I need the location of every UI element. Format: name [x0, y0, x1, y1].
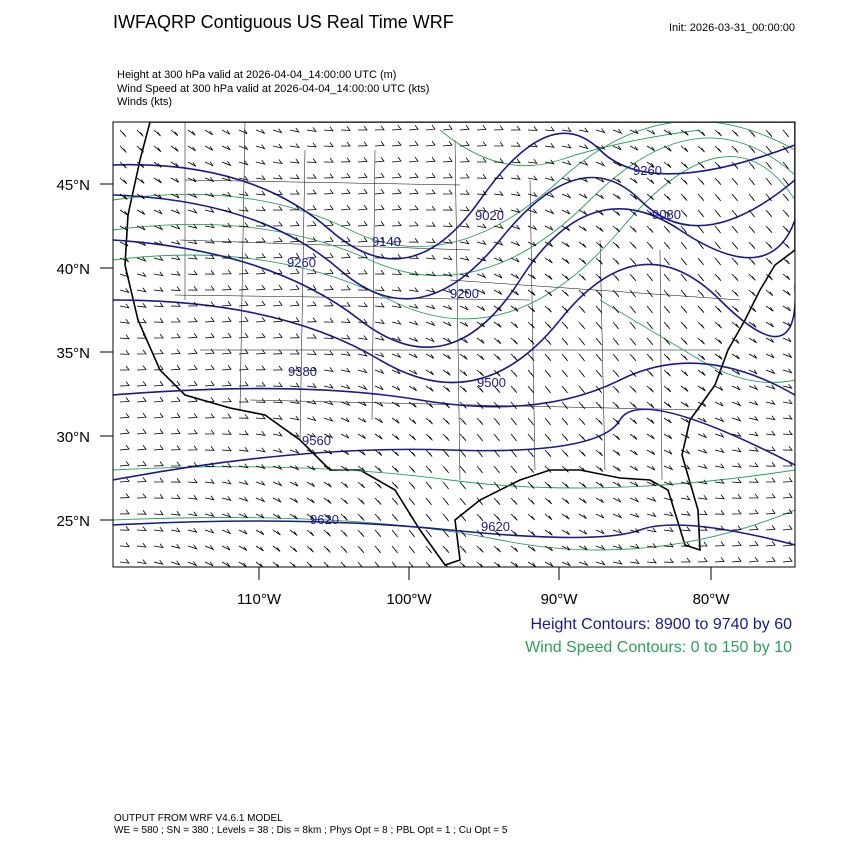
height-legend: Height Contours: 8900 to 9740 by 60 — [530, 616, 792, 633]
contour-label: 9620 — [481, 519, 510, 534]
field-label: Wind Speed at 300 hPa valid at 2026-04-0… — [117, 83, 429, 95]
contour-label: 9260 — [287, 255, 316, 270]
lon-label: 80°W — [693, 591, 731, 608]
lon-label: 100°W — [386, 591, 432, 608]
wind-legend: Wind Speed Contours: 0 to 150 by 10 — [525, 639, 792, 656]
init-time: Init: 2026-03-31_00:00:00 — [669, 22, 795, 34]
contour-label: 9560 — [302, 433, 331, 448]
field-label: Height at 300 hPa valid at 2026-04-04_14… — [117, 69, 396, 81]
lon-label: 110°W — [237, 591, 282, 608]
lat-label: 45°N — [56, 177, 90, 194]
footer-config: WE = 580 ; SN = 380 ; Levels = 38 ; Dis … — [114, 825, 508, 836]
field-label: Winds (kts) — [117, 96, 172, 108]
lat-label: 25°N — [56, 513, 90, 530]
state-borders — [174, 122, 741, 481]
lon-label: 90°W — [541, 591, 579, 608]
map-frame — [112, 121, 796, 568]
height-contours — [113, 132, 795, 546]
footer-model: OUTPUT FROM WRF V4.6.1 MODEL — [114, 813, 283, 824]
lat-label: 30°N — [56, 429, 90, 446]
contour-label: 9380 — [288, 364, 317, 379]
map-area — [113, 122, 795, 567]
axis-ticks — [100, 183, 712, 580]
contour-label: 9500 — [477, 375, 506, 390]
wind-barbs — [119, 124, 793, 567]
contour-label: 9140 — [372, 234, 401, 249]
lat-label: 40°N — [56, 261, 90, 278]
lat-label: 35°N — [56, 345, 90, 362]
contour-label: 9200 — [450, 286, 479, 301]
contour-label: 9620 — [310, 512, 339, 527]
contour-label: 9020 — [475, 208, 504, 223]
coastline — [124, 122, 795, 566]
contour-label: 9080 — [652, 207, 681, 222]
contour-labels: 9260 9080 9020 9140 9260 9200 9380 9500 … — [287, 163, 681, 534]
barb-field — [119, 124, 793, 567]
contour-label: 9260 — [633, 163, 662, 178]
title: IWFAQRP Contiguous US Real Time WRF — [113, 12, 454, 32]
